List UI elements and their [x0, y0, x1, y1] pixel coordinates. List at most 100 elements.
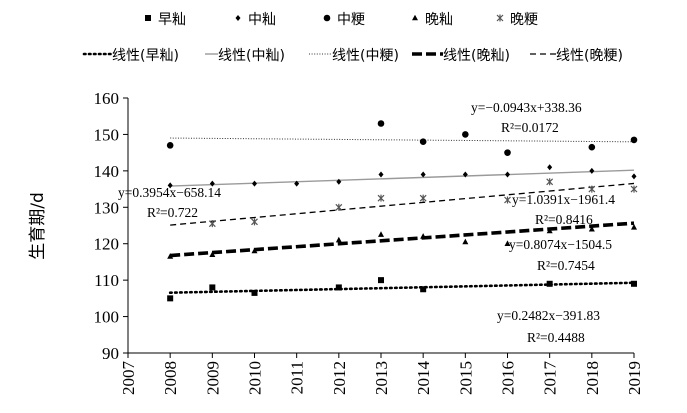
point-s4-2008-shape — [167, 253, 174, 259]
x-tick-label-2014: 2014 — [414, 361, 433, 396]
y-axis-label: 生育期/d — [28, 192, 48, 260]
equation-3: y=−0.0943x+338.36 — [471, 100, 582, 115]
point-s2-2012-shape — [336, 178, 342, 185]
point-s4-2017-shape — [546, 227, 553, 234]
point-s3-2018 — [588, 143, 596, 151]
point-s4-2014 — [420, 233, 427, 239]
point-s2-2017 — [547, 164, 553, 171]
point-s3-2018-shape — [588, 143, 596, 151]
trendline-2 — [170, 169, 635, 187]
trendlines — [168, 137, 636, 294]
legend-marker-3-shape — [323, 14, 331, 22]
point-s2-2008 — [167, 182, 173, 189]
point-s5-2009 — [208, 220, 216, 228]
legend-label-5: 晚粳 — [510, 12, 538, 28]
point-s3-2014 — [419, 138, 427, 146]
point-s2-2011 — [294, 180, 300, 187]
point-s4-2009 — [209, 251, 216, 257]
point-s4-2018-shape — [588, 225, 595, 232]
point-s3-2008 — [166, 142, 174, 149]
trendline-4 — [170, 221, 635, 258]
legend-label-3: 中粳 — [337, 12, 365, 28]
point-s1-2009-shape — [209, 284, 216, 291]
y-tick-label-130: 130 — [94, 198, 120, 217]
point-s2-2019-shape — [631, 173, 637, 180]
equation-1: y=0.2482x−391.83 — [497, 308, 600, 323]
point-s1-2013 — [378, 277, 384, 284]
point-s5-2019-shape — [630, 185, 638, 193]
legend-marker-2-shape — [235, 15, 241, 21]
legend-trend-label-2: 线性(中籼) — [218, 48, 285, 64]
point-s1-2012 — [335, 284, 342, 291]
point-s1-2017-shape — [546, 280, 553, 287]
point-s2-2010 — [252, 180, 257, 187]
point-s2-2014 — [420, 171, 426, 178]
legend-marker-1-shape — [145, 15, 151, 21]
point-s2-2009-shape — [209, 180, 215, 187]
y-tick-label-120: 120 — [94, 235, 120, 254]
point-s2-2015 — [462, 171, 468, 178]
point-s1-2010-shape — [251, 289, 258, 296]
point-s3-2013-shape — [377, 120, 385, 127]
point-s4-2018 — [588, 225, 595, 232]
point-s4-2013-shape — [378, 231, 384, 237]
point-s5-2009-shape — [208, 220, 216, 228]
point-s3-2016-shape — [504, 149, 511, 156]
point-s3-2019 — [630, 136, 638, 144]
point-s5-2010 — [251, 218, 258, 226]
point-s4-2012 — [335, 236, 342, 243]
r-squared-4: R²=0.7454 — [537, 258, 595, 273]
r-squared-1: R²=0.4488 — [527, 330, 585, 345]
legend-trend-label-3: 线性(中粳) — [332, 48, 399, 64]
legend-marker-4-shape — [412, 14, 418, 21]
point-s1-2012-shape — [335, 284, 342, 291]
point-s1-2009 — [209, 284, 216, 291]
point-s5-2019 — [630, 185, 638, 193]
legend-marker-5 — [496, 14, 504, 22]
r-squared-3: R²=0.0172 — [501, 120, 559, 135]
point-s4-2010 — [251, 247, 258, 254]
equation-5: y=1.0391x−1961.4 — [512, 192, 615, 207]
point-s2-2008-shape — [167, 182, 173, 189]
point-s5-2017-shape — [546, 178, 554, 186]
x-tick-label-2010: 2010 — [246, 361, 265, 395]
point-s2-2017-shape — [547, 164, 553, 171]
x-tick-label-2011: 2011 — [288, 361, 307, 394]
legend-label-4: 晚籼 — [425, 12, 453, 28]
point-s1-2019 — [631, 280, 637, 287]
x-tick-label-2016: 2016 — [499, 361, 518, 395]
point-s4-2016 — [504, 240, 511, 247]
point-s5-2010-shape — [251, 218, 258, 226]
legend-trend-label-4: 线性(晚籼) — [443, 48, 510, 64]
point-s1-2008-shape — [167, 295, 174, 302]
y-tick-label-140: 140 — [94, 162, 120, 181]
y-tick-label-160: 160 — [94, 89, 120, 108]
point-s3-2015-shape — [462, 131, 469, 138]
point-s2-2016 — [505, 171, 510, 178]
point-s3-2013 — [377, 120, 385, 127]
r-squared-5: R²=0.8416 — [535, 212, 593, 227]
legend-marker-3 — [323, 14, 331, 22]
point-s1-2017 — [546, 280, 553, 287]
point-s2-2018-shape — [589, 167, 595, 174]
point-s3-2008-shape — [166, 142, 174, 149]
point-s4-2014-shape — [420, 233, 427, 239]
point-s5-2016 — [504, 196, 511, 204]
point-s3-2019-shape — [630, 136, 638, 144]
equation-4: y=0.8074x−1504.5 — [509, 237, 612, 252]
axes: 90 100 110 120 130 140 150 160 2007 2008 2009 2010 2… — [28, 89, 644, 395]
point-s4-2010-shape — [251, 247, 258, 254]
point-s3-2014-shape — [419, 138, 427, 146]
point-s1-2019-shape — [631, 280, 637, 287]
point-s2-2018 — [589, 167, 595, 174]
point-s5-2014-shape — [419, 194, 427, 202]
point-s5-2016-shape — [504, 196, 511, 204]
point-s2-2016-shape — [505, 171, 510, 178]
x-tick-label-2012: 2012 — [330, 361, 349, 395]
x-tick-label-2009: 2009 — [203, 361, 222, 395]
point-s4-2012-shape — [335, 236, 342, 243]
point-s3-2016 — [504, 149, 511, 156]
point-s2-2013 — [378, 171, 384, 178]
